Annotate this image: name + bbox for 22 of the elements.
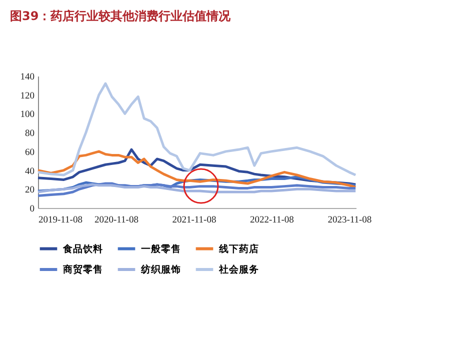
line-series [36, 82, 357, 176]
x-tick-label: 2023-11-08 [328, 216, 372, 226]
legend-label: 线下药店 [218, 242, 259, 255]
x-tick-label: 2020-11-08 [94, 216, 139, 226]
x-tick-label: 2019-11-08 [38, 216, 83, 226]
legend-label: 社会服务 [218, 264, 259, 276]
line-series [36, 183, 357, 194]
y-tick-label: 40 [25, 166, 35, 177]
y-tick-label: 100 [20, 110, 35, 120]
y-tick-label: 80 [25, 129, 35, 140]
chart-title: 图39：药店行业较其他消费行业估值情况 [10, 8, 231, 25]
y-tick-label: 60 [25, 148, 35, 158]
x-tick-label: 2021-11-08 [172, 216, 216, 226]
y-tick-label: 120 [20, 91, 35, 102]
x-tick-label: 2022-11-08 [250, 216, 294, 226]
y-tick-label: 0 [30, 204, 35, 214]
legend-label: 商贸零售 [62, 264, 103, 276]
legend-label: 一般零售 [141, 242, 181, 255]
y-tick-label: 20 [25, 186, 35, 196]
y-tick-label: 140 [20, 72, 35, 82]
legend-label: 纺织服饰 [140, 264, 181, 276]
legend-label: 食品饮料 [62, 242, 103, 255]
